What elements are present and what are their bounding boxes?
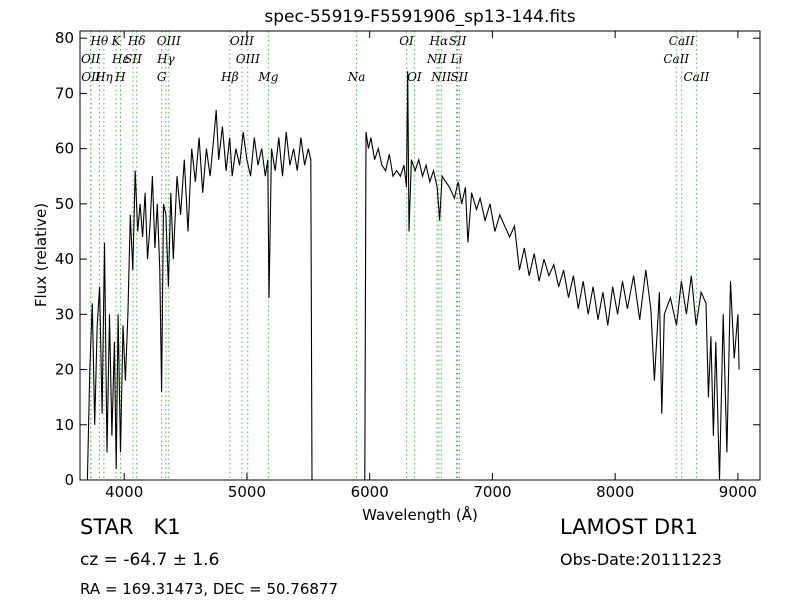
- spectral-line-label: OIII: [230, 34, 254, 48]
- coordinates: RA = 169.31473, DEC = 50.76877: [80, 580, 338, 598]
- object-class: STAR K1: [80, 515, 181, 539]
- spectral-line-label: Hη: [94, 70, 113, 84]
- x-tick-label: 4000: [105, 483, 143, 501]
- y-tick-label: 50: [55, 195, 74, 213]
- spectral-line-label: CaII: [684, 70, 710, 84]
- spectral-line-label: Na: [347, 70, 366, 84]
- spectral-line-label: Hθ: [90, 34, 109, 48]
- y-tick-label: 40: [55, 250, 74, 268]
- spectral-line-label: H: [114, 70, 126, 84]
- chart-title: spec-55919-F5591906_sp13-144.fits: [264, 7, 575, 27]
- obs-date: Obs-Date:20111223: [560, 550, 722, 569]
- spectral-line-label: Hγ: [156, 52, 175, 66]
- spectral-line-label: CaII: [663, 52, 689, 66]
- redshift: cz = -64.7 ± 1.6: [80, 550, 219, 570]
- spectral-line-label: OIII: [236, 52, 260, 66]
- spectral-line-label: OIII: [157, 34, 181, 48]
- spectral-line-label: K: [111, 34, 122, 48]
- spectral-line-label: SII: [451, 70, 469, 84]
- y-tick-label: 80: [55, 29, 74, 47]
- y-tick-label: 0: [64, 471, 74, 489]
- spectral-line-label: Hβ: [220, 70, 238, 84]
- y-tick-label: 10: [55, 416, 74, 434]
- spectral-line-label: Mg: [257, 70, 278, 84]
- spectral-line-label: OI: [399, 34, 414, 48]
- x-axis-label: Wavelength (Å): [362, 505, 478, 524]
- y-tick-label: 30: [55, 305, 74, 323]
- x-tick-label: 9000: [719, 483, 757, 501]
- spectral-line-label: Hδ: [127, 34, 146, 48]
- plot-frame: [79, 30, 761, 481]
- spectral-line-label: G: [157, 70, 167, 84]
- spectral-line-label: OII: [81, 70, 101, 84]
- y-axis-label: Flux (relative): [32, 203, 50, 307]
- x-tick-label: 8000: [596, 483, 634, 501]
- spectrum-line: [86, 71, 740, 481]
- spectral-line-label: OI: [407, 70, 422, 84]
- y-tick-label: 60: [55, 140, 74, 158]
- y-tick-label: 20: [55, 361, 74, 379]
- survey: LAMOST DR1: [560, 515, 698, 539]
- spectral-line-label: SII: [449, 34, 467, 48]
- spectral-line-label: CaII: [669, 34, 695, 48]
- x-tick-label: 7000: [473, 483, 511, 501]
- x-tick-label: 5000: [228, 483, 266, 501]
- spectral-line-label: SII: [124, 52, 142, 66]
- spectral-line-label: NII: [426, 52, 447, 66]
- x-tick-label: 6000: [351, 483, 389, 501]
- spectral-line-label: NII: [430, 70, 451, 84]
- spectral-line-label: Li: [450, 52, 463, 66]
- y-tick-label: 70: [55, 84, 74, 102]
- spectral-line-label: Hα: [428, 34, 448, 48]
